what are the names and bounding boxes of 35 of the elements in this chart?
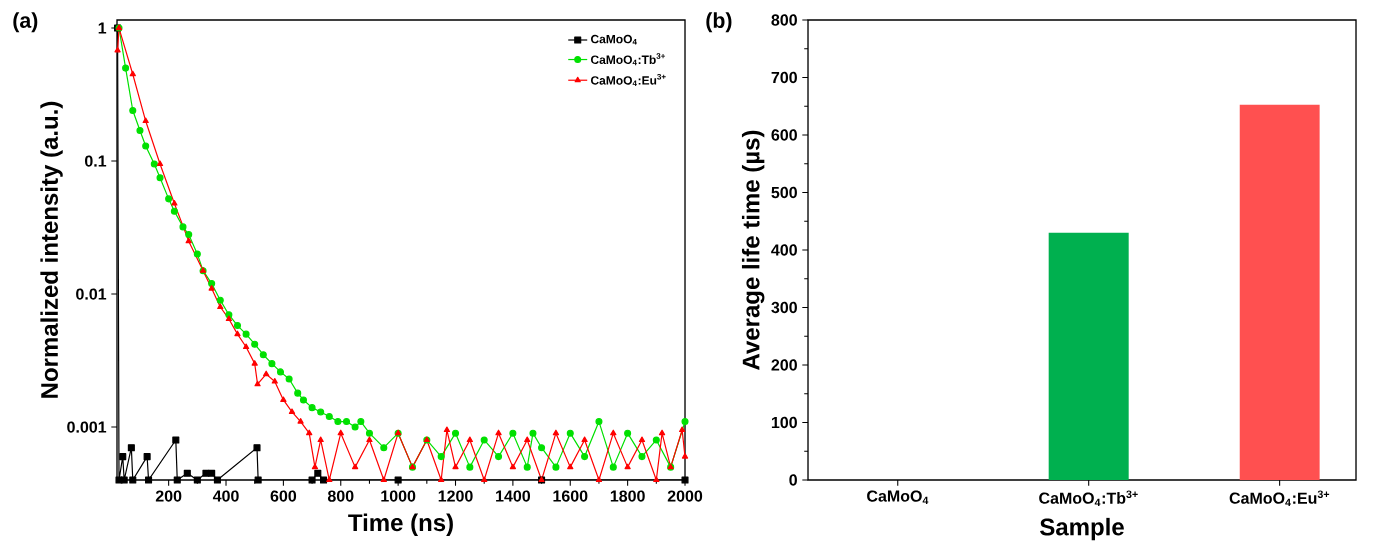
chart-title: (a) <box>13 12 38 33</box>
y-tick-label: 1 <box>98 22 107 34</box>
x-tick-label: 1400 <box>496 490 531 502</box>
chart-title: (b) <box>706 12 732 33</box>
y-tick-label: 700 <box>771 71 797 84</box>
y-tick-label: 800 <box>771 14 797 26</box>
y-tick-label: 0.001 <box>67 421 107 433</box>
y-tick-label: 500 <box>771 186 797 199</box>
x-tick-label: 800 <box>327 490 354 502</box>
x-tick-label: 600 <box>270 490 297 502</box>
x-tick-label: CaMoO$_{4}$:Eu$^{3+}$ <box>1229 490 1330 507</box>
x-tick-label: 2000 <box>667 490 703 502</box>
legend-label: CaMoO$_{4}$:Eu$^{3+}$ <box>590 73 666 86</box>
legend-label: CaMoO$_{4}$:Tb$^{3+}$ <box>590 53 666 66</box>
y-tick-label: 400 <box>771 244 797 256</box>
y-tick-label: 200 <box>771 359 797 371</box>
y-tick-label: 600 <box>771 129 797 141</box>
x-axis-title: Time (ns) <box>348 513 453 536</box>
legend-label: CaMoO$_{4}$ <box>590 34 637 45</box>
x-tick-label: 1000 <box>381 490 416 502</box>
y-tick-label: 0 <box>789 474 797 486</box>
y-axis-title: Average life time (µs) <box>741 130 765 370</box>
x-tick-label: 1200 <box>438 490 473 502</box>
x-tick-label: 1800 <box>610 490 645 502</box>
y-tick-label: 0.1 <box>84 155 107 167</box>
x-tick-label: CaMoO$_{4}$ <box>867 490 929 504</box>
x-tick-label: CaMoO$_{4}$:Tb$^{3+}$ <box>1039 490 1138 507</box>
x-tick-label: 200 <box>155 490 182 502</box>
y-tick-label: 0.01 <box>76 288 107 300</box>
y-tick-label: 100 <box>771 416 797 429</box>
x-tick-label: 1600 <box>553 490 588 502</box>
y-tick-label: 300 <box>771 301 797 314</box>
y-axis-title: Normalized intensity (a.u.) <box>40 101 63 398</box>
x-tick-label: 400 <box>212 490 239 502</box>
x-axis-title: Sample <box>1040 517 1124 541</box>
